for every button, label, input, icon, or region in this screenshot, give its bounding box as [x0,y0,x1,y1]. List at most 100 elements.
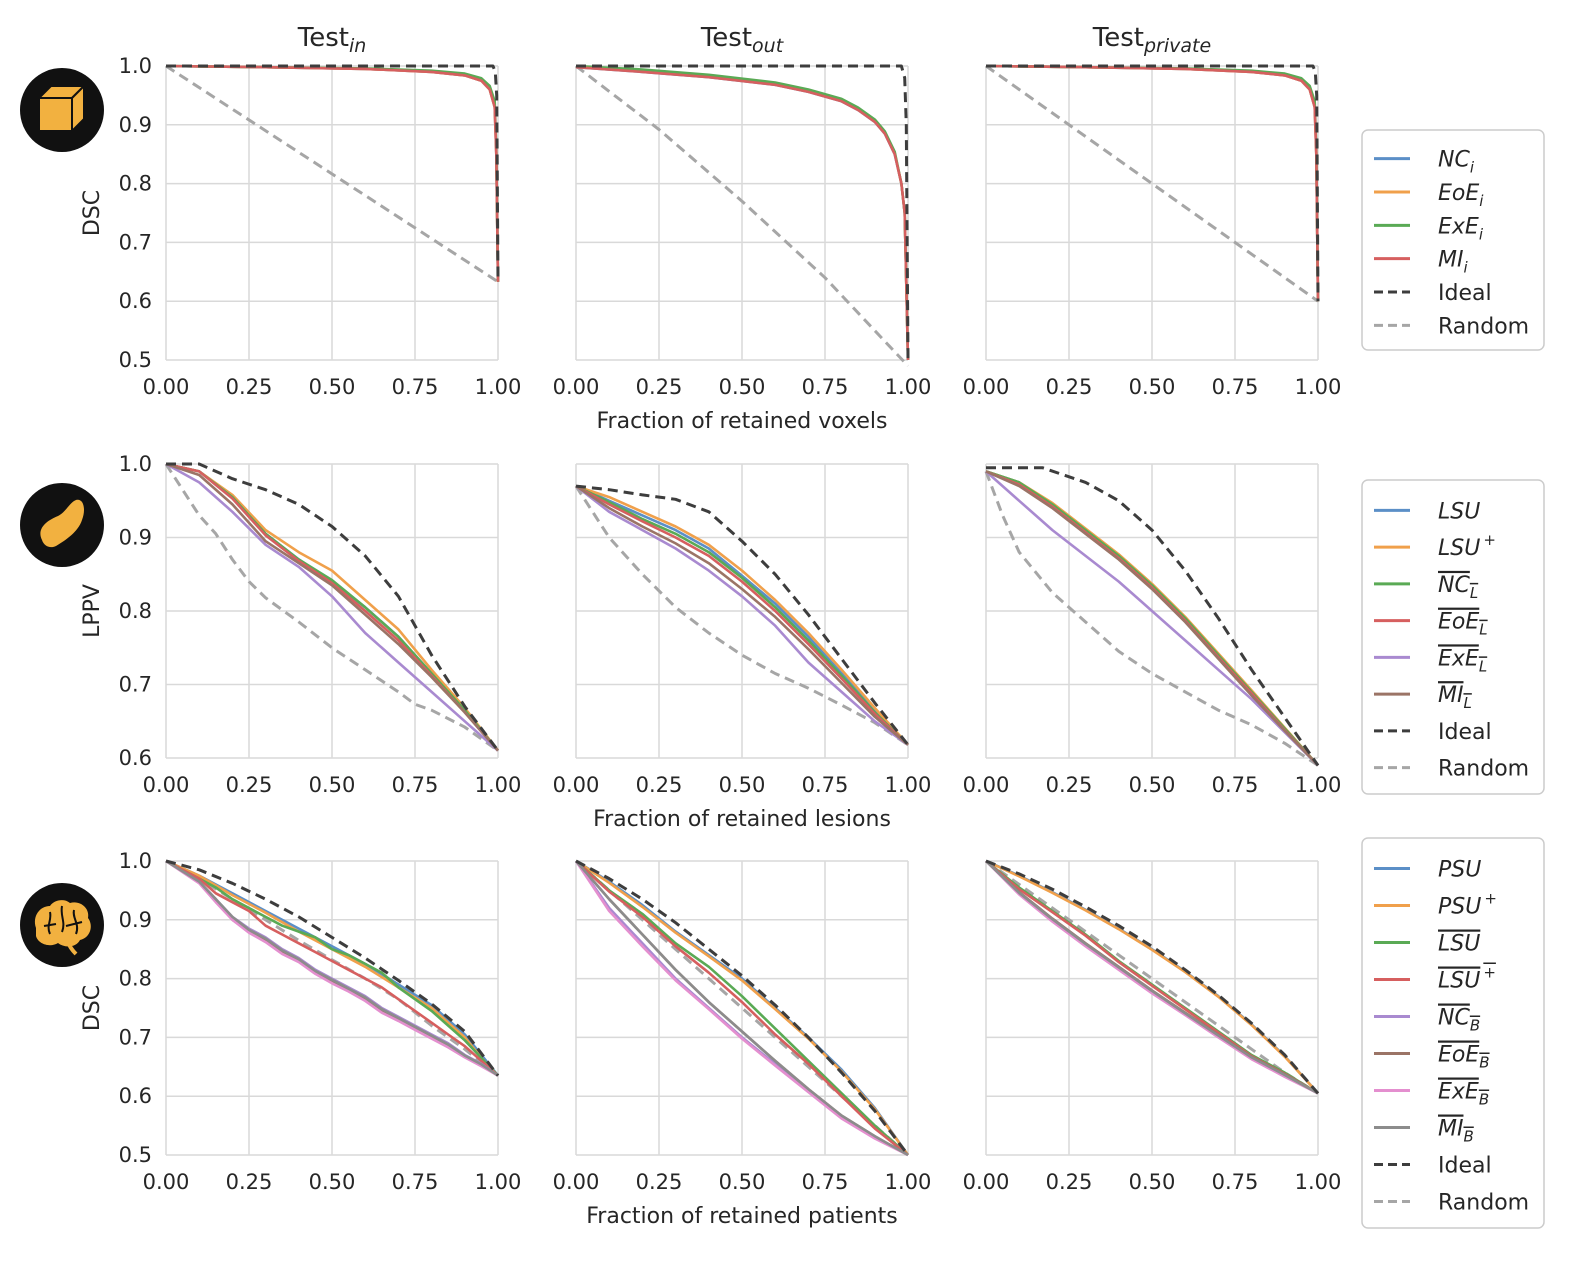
legends: NCi EoEi ExEi MIi Ideal Random LSU LSU + NCL EoEL E… [1361,129,1545,1229]
series-random [984,470,1319,767]
series-ideal [166,462,500,752]
panel-lesion-1: 0.00 0.25 0.50 0.75 1.00 [553,463,932,797]
panel-voxel-1: 0.00 0.25 0.50 0.75 1.00 [553,64,932,399]
column-title-1: Testout [700,23,785,57]
legend-label: Ideal [1438,720,1492,745]
x-tick-label: 1.00 [885,1170,932,1194]
y-tick-label: 0.7 [119,1025,152,1049]
series-psu- [165,859,499,1077]
y-tick-label: 0.5 [119,348,152,372]
x-tick-label: 0.50 [1129,773,1176,797]
series-lsu-bar- [165,859,499,1077]
y-tick-label: 0.7 [119,673,152,697]
series-exe-l [985,470,1319,767]
y-tick-label: 0.6 [119,1084,152,1108]
x-axis-label: Fraction of retained voxels [596,409,887,434]
panel-voxel-2: 0.00 0.25 0.50 0.75 1.00 [963,64,1342,399]
x-tick-label: 0.00 [143,773,190,797]
series-ideal [985,859,1320,1095]
series-random [164,463,499,752]
x-tick-label: 0.00 [553,375,600,399]
x-tick-label: 0.25 [636,773,683,797]
panel-voxel-0: 0.00 0.25 0.50 0.75 1.00 0.5 0.6 0.7 0.8 0.9 1.0 [119,54,522,399]
x-axis-label: Fraction of retained lesions [593,807,891,832]
series-nc-l [575,484,909,746]
legend-label: Random [1438,314,1529,339]
x-tick-label: 0.50 [1129,375,1176,399]
legend-label: MIi [1438,248,1468,277]
panel-patient-0: 0.00 0.25 0.50 0.75 1.00 0.5 0.6 0.7 0.8 0.9 1.0 [119,849,522,1194]
series-mi-l [985,470,1319,767]
legend-patient: PSU PSU + LSU LSU + NCB EoEB ExEB MIB Ideal Random [1361,837,1545,1229]
lesion-icon [20,483,104,567]
series-ideal [575,484,910,746]
series-ideal [165,859,500,1077]
x-tick-label: 0.00 [963,375,1010,399]
legend-label: PSU [1438,858,1481,883]
x-tick-label: 0.00 [553,1170,600,1194]
x-tick-label: 0.25 [226,773,273,797]
legend-label: NCB [1438,1006,1480,1035]
y-axis-labels: DSC LPPV DSC [80,190,105,1031]
x-tick-label: 0.75 [1212,1170,1259,1194]
x-tick-label: 1.00 [885,773,932,797]
series-lsu-bar [575,860,909,1156]
legend-label: MIB [1438,1117,1474,1146]
x-tick-label: 0.75 [802,375,849,399]
x-tick-label: 0.25 [226,375,273,399]
x-tick-label: 1.00 [1295,375,1342,399]
x-axis-labels: Fraction of retained voxels Fraction of r… [586,409,898,1229]
series-mi [575,65,910,361]
x-tick-label: 0.50 [719,773,766,797]
legend-label: LSU [1438,499,1480,524]
legend-label: MIL [1438,683,1472,712]
legend-label: NCL [1438,573,1478,602]
series-ideal [576,64,910,361]
series-mi-b [165,859,499,1077]
series-exe-l [165,462,499,752]
legend-label: Ideal [1438,1154,1492,1179]
series-ideal [166,64,500,282]
x-tick-label: 0.25 [1046,1170,1093,1194]
x-tick-label: 0.75 [392,375,439,399]
y-tick-label: 1.0 [119,54,152,78]
series-lsu- [575,484,909,746]
x-tick-label: 1.00 [1295,773,1342,797]
y-tick-label: 0.7 [119,230,152,254]
x-tick-label: 0.00 [963,773,1010,797]
legend-label: EoEi [1438,181,1484,210]
legend-label: ExEB [1438,1080,1489,1109]
legend-label: ExEi [1438,214,1484,243]
y-axis-label: LPPV [80,584,105,638]
series-random [985,859,1319,1095]
x-tick-label: 1.00 [475,375,522,399]
y-tick-label: 1.0 [119,452,152,476]
x-tick-label: 0.75 [802,773,849,797]
column-titles: Testin Testout Testprivate [297,23,1211,57]
panel-patient-1: 0.00 0.25 0.50 0.75 1.00 [553,859,932,1194]
panel-lesion-0: 0.00 0.25 0.50 0.75 1.00 0.6 0.7 0.8 0.9 1.0 [119,452,522,797]
x-tick-label: 1.00 [475,773,522,797]
x-tick-label: 1.00 [885,375,932,399]
series-ideal [986,64,1320,302]
row-icons [20,68,104,967]
series-eoe-l [575,484,909,746]
y-axis-label: DSC [80,190,105,236]
column-title-0: Testin [297,23,367,57]
legend-frame [1361,837,1545,1229]
series-random [165,64,499,284]
x-tick-label: 0.00 [963,1170,1010,1194]
x-tick-label: 0.50 [309,773,356,797]
legend-label: PSU + [1438,890,1497,920]
series-random [985,64,1319,303]
y-tick-label: 0.6 [119,289,152,313]
legend-label: Random [1438,757,1529,782]
series-exe-b [574,860,909,1157]
series-exe-b [985,860,1319,1095]
y-tick-label: 0.8 [119,172,152,196]
series-mi-b [575,860,909,1157]
series-exe-b [165,859,499,1077]
legend-label: Random [1438,1191,1529,1216]
x-tick-label: 0.75 [802,1170,849,1194]
